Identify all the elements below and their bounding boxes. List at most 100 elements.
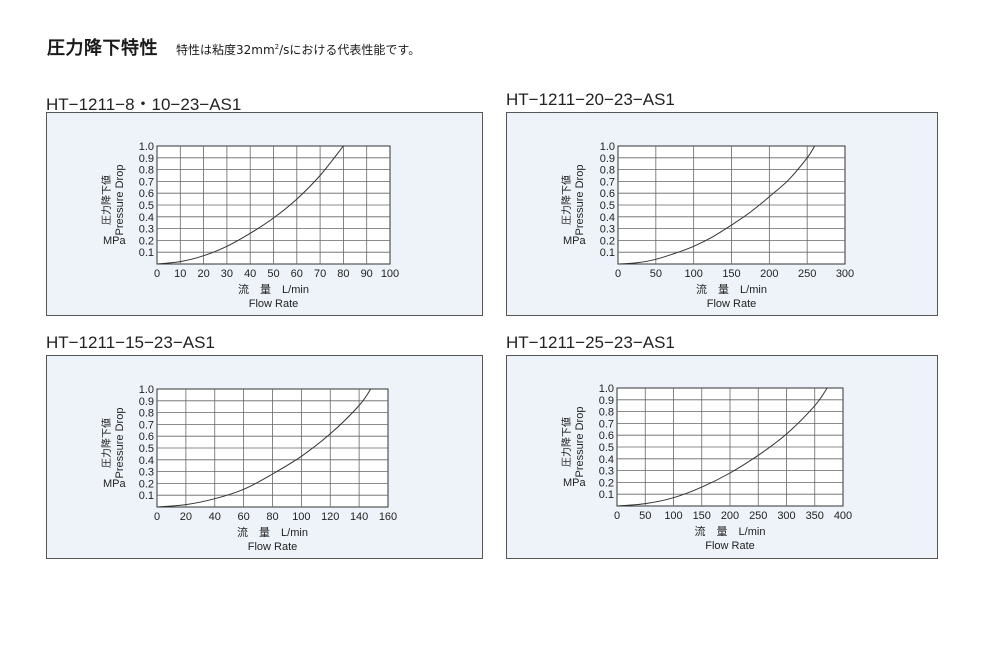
x-tick-label: 0 — [154, 511, 160, 523]
note-text-after: /sにおける代表性能です。 — [279, 43, 421, 57]
y-tick-label: 0.4 — [600, 212, 615, 224]
x-tick-label: 120 — [321, 511, 339, 523]
x-tick-label: 30 — [221, 268, 233, 280]
x-axis-label-en: Flow Rate — [248, 541, 298, 553]
y-axis-unit: MPa — [103, 235, 127, 247]
x-tick-label: 200 — [760, 268, 778, 280]
y-tick-label: 0.3 — [139, 467, 154, 479]
y-tick-label: 0.8 — [600, 165, 615, 177]
y-tick-label: 0.3 — [600, 224, 615, 236]
x-tick-label: 300 — [836, 268, 854, 280]
x-tick-label: 20 — [197, 268, 209, 280]
chart-title-20: HT−1211−20−23−AS1 — [506, 90, 675, 109]
x-axis-label-en: Flow Rate — [705, 540, 755, 552]
x-tick-label: 160 — [379, 511, 397, 523]
page-header: 圧力降下特性 特性は粘度32mm2/sにおける代表性能です。 — [47, 34, 420, 62]
y-tick-label: 0.1 — [599, 489, 614, 501]
y-tick-label: 1.0 — [600, 141, 615, 153]
x-axis-label-en: Flow Rate — [249, 298, 299, 310]
y-axis-label-jp: 圧力降下値 — [100, 418, 113, 468]
chart-panel-8-10: 0 10 20 30 40 50 60 70 80 90 100 0.1 0.2 0.3 0.4 0.5 0.6… — [46, 112, 483, 316]
x-tick-label: 140 — [350, 511, 368, 523]
pressure-drop-curve — [156, 145, 344, 265]
pressure-drop-curve — [617, 145, 816, 265]
y-tick-label: 0.7 — [139, 419, 154, 431]
y-tick-label: 0.2 — [600, 235, 615, 247]
x-tick-label: 350 — [806, 510, 824, 522]
x-axis-label-jp: 流 量 L/min — [696, 282, 767, 296]
x-tick-label: 90 — [361, 268, 373, 280]
x-tick-label: 100 — [292, 511, 310, 523]
viscosity-note: 特性は粘度32mm2/sにおける代表性能です。 — [176, 41, 420, 58]
pressure-drop-curve — [616, 387, 828, 507]
y-tick-label: 1.0 — [139, 384, 154, 396]
y-tick-label: 1.0 — [599, 383, 614, 395]
x-tick-label: 60 — [291, 268, 303, 280]
y-axis-unit: MPa — [103, 478, 127, 490]
chart-svg-8-10: 0 10 20 30 40 50 60 70 80 90 100 0.10.20.30.40.50.6… — [100, 141, 399, 310]
x-tick-label: 70 — [314, 268, 326, 280]
y-axis-unit: MPa — [563, 235, 587, 247]
y-tick-label: 0.2 — [139, 235, 154, 247]
y-tick-label: 0.4 — [599, 454, 614, 466]
y-tick-label: 0.9 — [599, 395, 614, 407]
y-tick-label: 0.6 — [600, 188, 615, 200]
x-tick-label: 150 — [722, 268, 740, 280]
y-tick-label: 0.4 — [139, 212, 154, 224]
y-tick-label: 0.7 — [600, 176, 615, 188]
x-tick-label: 50 — [639, 510, 651, 522]
chart-title-25: HT−1211−25−23−AS1 — [506, 333, 675, 352]
y-tick-label: 1.0 — [139, 141, 154, 153]
y-axis-label-jp: 圧力降下値 — [100, 175, 113, 225]
y-tick-label: 0.6 — [599, 430, 614, 442]
chart-svg-25: 0 50 100 150 200 250 300 350 4000.10.20.30.40.50… — [560, 383, 852, 552]
x-tick-label: 0 — [154, 268, 160, 280]
y-tick-label: 0.8 — [139, 408, 154, 420]
x-axis-label-jp: 流 量 L/min — [238, 282, 309, 296]
y-axis-unit: MPa — [563, 477, 587, 489]
chart-title-15: HT−1211−15−23−AS1 — [46, 333, 215, 352]
y-tick-label: 0.9 — [139, 153, 154, 165]
y-axis-label-en: Pressure Drop — [114, 165, 126, 236]
y-tick-label: 0.5 — [139, 200, 154, 212]
y-axis-label-en: Pressure Drop — [574, 165, 586, 236]
chart-panel-25: 0 50 100 150 200 250 300 350 400 0.1 0.2 0.3 0.4 0.5 0… — [506, 355, 938, 559]
y-tick-label: 0.9 — [600, 153, 615, 165]
x-tick-label: 80 — [337, 268, 349, 280]
chart-svg-20: 0 50 100 150 200 250 3000.10.20.30.40.50.60.70… — [560, 141, 854, 310]
x-tick-label: 0 — [615, 268, 621, 280]
y-tick-label: 0.5 — [599, 442, 614, 454]
x-tick-label: 400 — [834, 510, 852, 522]
x-tick-label: 40 — [209, 511, 221, 523]
page-title: 圧力降下特性 — [47, 38, 158, 59]
y-tick-label: 0.1 — [139, 247, 154, 259]
x-tick-label: 80 — [266, 511, 278, 523]
chart-title-8-10: HT−1211−8・10−23−AS1 — [46, 95, 242, 114]
y-axis-label-jp: 圧力降下値 — [560, 417, 573, 467]
x-axis-label-jp: 流 量 L/min — [237, 525, 308, 539]
y-tick-label: 0.7 — [139, 176, 154, 188]
y-tick-label: 0.3 — [599, 466, 614, 478]
x-tick-label: 100 — [684, 268, 702, 280]
y-tick-label: 0.8 — [139, 165, 154, 177]
y-tick-label: 0.4 — [139, 455, 154, 467]
y-tick-label: 0.6 — [139, 431, 154, 443]
x-tick-label: 150 — [693, 510, 711, 522]
y-tick-label: 0.5 — [600, 200, 615, 212]
x-tick-label: 40 — [244, 268, 256, 280]
note-superscript: 2 — [274, 43, 280, 51]
x-tick-label: 300 — [777, 510, 795, 522]
y-tick-label: 0.1 — [139, 490, 154, 502]
x-tick-label: 60 — [238, 511, 250, 523]
y-tick-label: 0.7 — [599, 418, 614, 430]
x-tick-label: 100 — [381, 268, 399, 280]
y-tick-label: 0.8 — [599, 407, 614, 419]
y-tick-label: 0.2 — [599, 477, 614, 489]
y-tick-label: 0.6 — [139, 188, 154, 200]
chart-panel-15: 0 20 40 60 80 100 120 140 160 0.1 0.2 0.3 0.4 0.5 0.6 0… — [46, 355, 483, 559]
y-axis-label-en: Pressure Drop — [574, 407, 586, 478]
note-text-before: 特性は粘度32mm — [176, 43, 275, 57]
x-axis-label-en: Flow Rate — [707, 298, 757, 310]
y-tick-label: 0.1 — [600, 247, 615, 259]
y-axis-label-en: Pressure Drop — [114, 408, 126, 479]
